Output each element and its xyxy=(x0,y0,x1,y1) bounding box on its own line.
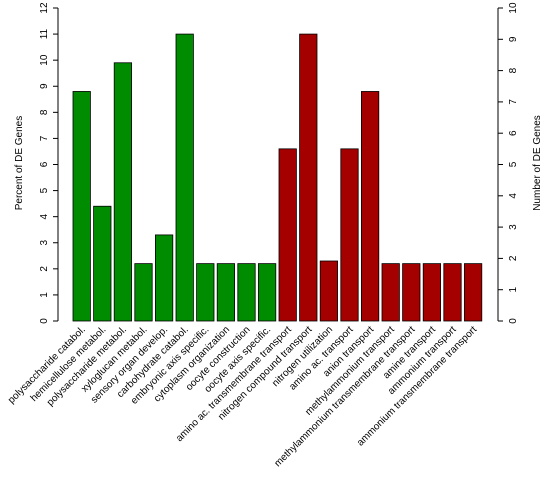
left-tick-label: 5 xyxy=(39,187,50,193)
bar xyxy=(360,91,380,322)
bar xyxy=(175,33,194,322)
right-axis-title: Number of DE Genes xyxy=(532,115,543,211)
bar xyxy=(154,234,174,322)
left-tick-label: 10 xyxy=(39,54,50,66)
bar xyxy=(402,263,421,322)
category-label: polysaccharide catabol. xyxy=(6,324,88,406)
bar xyxy=(196,263,215,322)
bar xyxy=(340,148,359,322)
left-tick-label: 2 xyxy=(39,266,50,272)
right-tick-label: 1 xyxy=(508,286,519,292)
left-tick-label: 11 xyxy=(39,28,50,39)
bar xyxy=(257,263,277,322)
left-tick-label: 7 xyxy=(39,135,50,141)
bars xyxy=(72,33,483,322)
right-tick-label: 2 xyxy=(508,255,519,261)
left-tick-label: 4 xyxy=(39,213,50,219)
bar xyxy=(422,263,442,322)
bar xyxy=(381,263,400,322)
left-tick-label: 8 xyxy=(39,109,50,115)
bar xyxy=(299,33,318,322)
left-tick-label: 6 xyxy=(39,161,50,167)
bar xyxy=(72,91,91,322)
right-tick-label: 0 xyxy=(508,318,519,324)
right-tick-label: 7 xyxy=(508,99,519,105)
right-tick-label: 3 xyxy=(508,224,519,230)
right-y-axis: 0 1 2 3 4 5 6 7 8 9 10 xyxy=(497,2,519,324)
right-tick-label: 5 xyxy=(508,161,519,167)
bar xyxy=(216,263,235,322)
left-axis-title: Percent of DE Genes xyxy=(14,116,25,211)
left-tick-label: 12 xyxy=(39,2,50,14)
bar xyxy=(463,263,483,322)
left-tick-label: 3 xyxy=(39,240,50,246)
bar xyxy=(278,148,297,322)
bar xyxy=(319,260,339,322)
right-tick-label: 8 xyxy=(508,67,519,73)
bar xyxy=(134,263,153,322)
left-tick-label: 9 xyxy=(39,83,50,89)
bar xyxy=(237,263,256,322)
bar xyxy=(113,62,132,322)
right-tick-label: 4 xyxy=(508,193,519,199)
category-labels: polysaccharide catabol.hemicellulose met… xyxy=(6,324,479,469)
bar xyxy=(443,263,462,322)
left-tick-label: 0 xyxy=(39,318,50,324)
left-tick-label: 1 xyxy=(39,292,50,298)
right-tick-label: 6 xyxy=(508,130,519,136)
right-tick-label: 10 xyxy=(508,2,519,14)
right-tick-label: 9 xyxy=(508,36,519,42)
bar xyxy=(93,205,112,322)
